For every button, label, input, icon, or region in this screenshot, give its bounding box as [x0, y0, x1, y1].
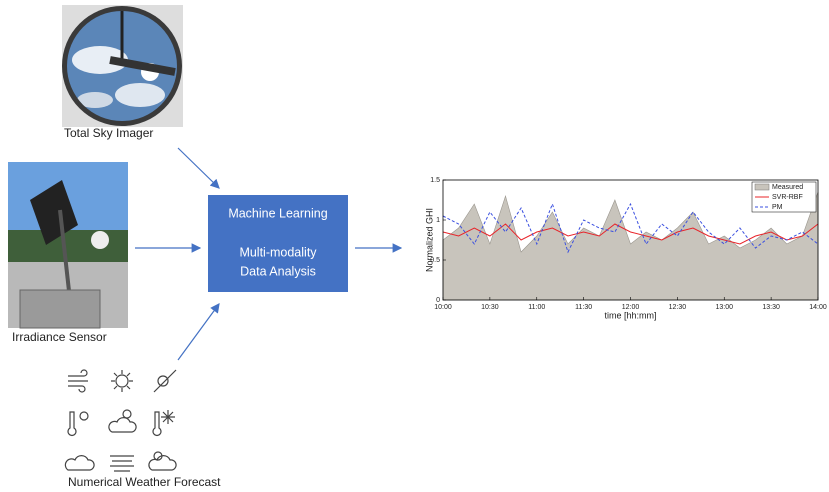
- model-text: Machine Learning: [228, 206, 327, 220]
- arrows: [135, 147, 403, 361]
- x-tick-label: 11:30: [575, 304, 592, 311]
- x-tick-label: 14:00: [809, 304, 827, 311]
- sky-imager-photo: [62, 5, 183, 127]
- y-axis-label: Normalized GHI: [424, 208, 434, 272]
- legend-label: PM: [772, 204, 783, 211]
- input-label: Total Sky Imager: [64, 126, 153, 140]
- x-tick-label: 10:00: [434, 304, 452, 311]
- series-2: [442, 202, 819, 254]
- input-label: Irradiance Sensor: [12, 330, 107, 344]
- legend-swatch: [754, 183, 770, 191]
- x-tick-label: 10:30: [481, 304, 499, 311]
- x-tick-label: 11:00: [528, 304, 545, 311]
- x-tick-label: 13:00: [715, 304, 733, 311]
- x-tick-label: 13:30: [762, 304, 780, 311]
- y-tick-label: 1: [436, 217, 440, 224]
- legend-label: SVR-RBF: [772, 194, 803, 201]
- chart: 0 0.5 1 1.5 10:00 10:30 11:00 11:30 12:00 12:30 13…: [424, 177, 826, 321]
- y-tick-label: 0.5: [430, 257, 440, 264]
- series-0: [442, 191, 819, 301]
- x-tick-label: 12:00: [622, 304, 640, 311]
- model-box: [208, 195, 348, 292]
- legend-label: Measured: [772, 184, 803, 191]
- input-label: Numerical Weather Forecast: [68, 475, 221, 489]
- model-text: Data Analysis: [240, 264, 316, 278]
- model-text: Multi-modality: [239, 245, 317, 259]
- y-tick-label: 0: [436, 297, 440, 304]
- x-axis-label: time [hh:mm]: [604, 310, 656, 320]
- y-tick-label: 1.5: [430, 177, 440, 184]
- series-1: [442, 223, 819, 245]
- weather-icons: [64, 369, 177, 472]
- irradiance-sensor-photo: [8, 162, 128, 329]
- x-tick-label: 12:30: [669, 304, 687, 311]
